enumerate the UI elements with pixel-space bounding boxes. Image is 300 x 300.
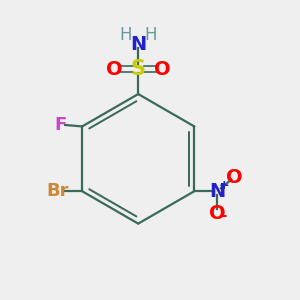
- Text: -: -: [220, 208, 227, 223]
- Text: O: O: [209, 204, 226, 223]
- Text: O: O: [106, 59, 122, 79]
- Text: Br: Br: [47, 182, 69, 200]
- Text: N: N: [209, 182, 225, 201]
- Text: N: N: [130, 35, 146, 54]
- Text: O: O: [154, 59, 171, 79]
- Text: S: S: [131, 59, 146, 79]
- Text: +: +: [219, 179, 230, 192]
- Text: O: O: [226, 168, 243, 187]
- Text: H: H: [120, 26, 132, 44]
- Text: F: F: [55, 116, 67, 134]
- Text: H: H: [144, 26, 157, 44]
